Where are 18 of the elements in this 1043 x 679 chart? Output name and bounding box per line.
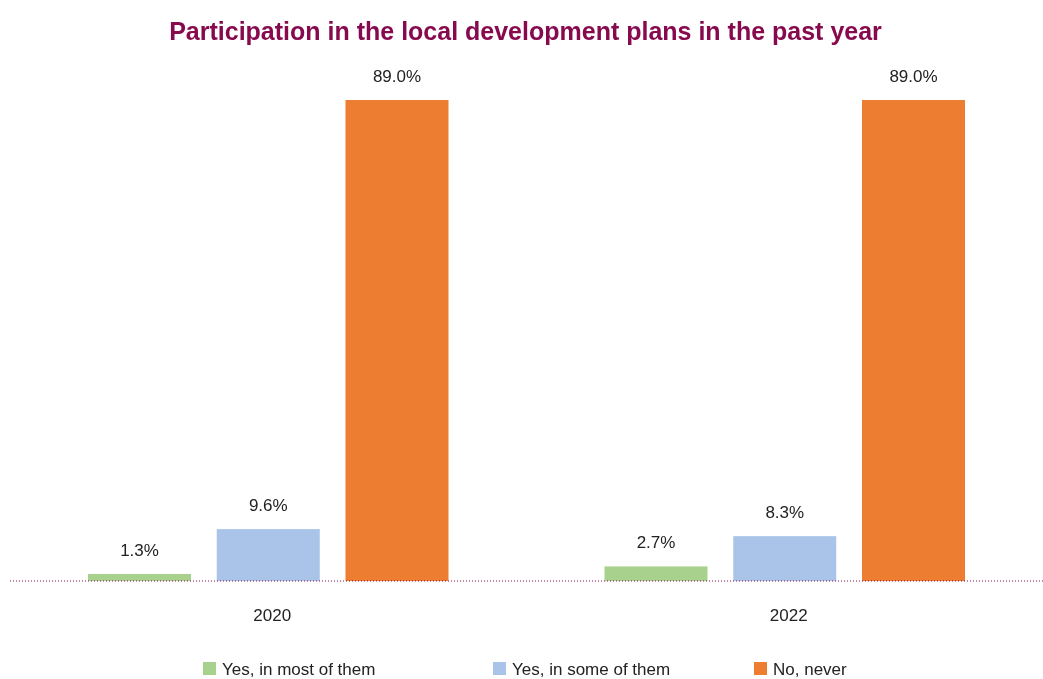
legend-label: Yes, in most of them — [222, 660, 376, 679]
chart-title: Participation in the local development plans in the past year — [169, 17, 883, 45]
x-tick-label: 2020 — [253, 606, 292, 625]
data-label: 1.3% — [120, 540, 159, 560]
data-label: 9.6% — [248, 496, 288, 516]
data-label: 2.7% — [636, 533, 676, 553]
legend-label: No, never — [773, 660, 848, 679]
data-label: 89.0% — [372, 67, 422, 86]
data-label: 8.3% — [765, 503, 805, 523]
bar — [216, 529, 320, 581]
x-tick-label: 2022 — [769, 606, 808, 625]
bar — [862, 100, 965, 581]
data-label: 89.0% — [889, 67, 938, 86]
bar — [604, 566, 708, 581]
legend-label: Yes, in some of them — [512, 660, 671, 679]
bar — [733, 536, 837, 581]
bar — [88, 573, 191, 581]
bar — [345, 100, 449, 581]
